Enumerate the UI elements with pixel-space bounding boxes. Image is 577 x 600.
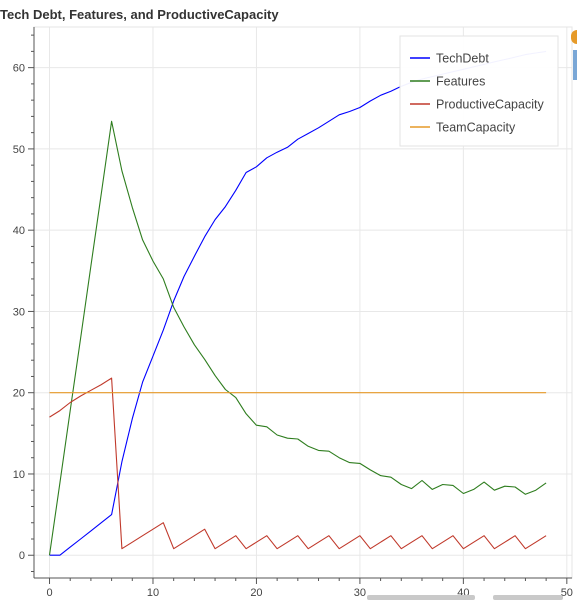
chart-title: Tech Debt, Features, and ProductiveCapac…: [0, 7, 279, 22]
toolbar-active-tool-indicator[interactable]: [573, 50, 577, 80]
y-tick-label: 40: [13, 225, 25, 237]
legend-label[interactable]: TechDebt: [436, 52, 489, 66]
y-tick-label: 60: [13, 63, 25, 75]
x-tick-label: 10: [147, 587, 159, 599]
series-line-features: [48, 120, 547, 556]
x-tick-label: 20: [250, 587, 262, 599]
legend-label[interactable]: TeamCapacity: [436, 121, 516, 135]
y-tick-label: 30: [13, 306, 25, 318]
legend-label[interactable]: ProductiveCapacity: [436, 98, 544, 112]
y-tick-label: 50: [13, 144, 25, 156]
x-tick-label: 30: [354, 587, 366, 599]
series-line-productivecapacity: [49, 377, 547, 550]
scrollbar-thumb-left[interactable]: [367, 595, 475, 600]
toolbar-logo-icon[interactable]: [571, 30, 577, 44]
scrollbar-thumb-right[interactable]: [493, 595, 563, 600]
x-tick-label: 50: [561, 587, 573, 599]
y-tick-label: 0: [19, 550, 25, 562]
y-tick-label: 20: [13, 388, 25, 400]
y-tick-label: 10: [13, 469, 25, 481]
x-tick-label: 0: [46, 587, 52, 599]
legend-label[interactable]: Features: [436, 75, 485, 89]
legend[interactable]: TechDebt Features ProductiveCapacity TeamCa…: [399, 35, 559, 147]
